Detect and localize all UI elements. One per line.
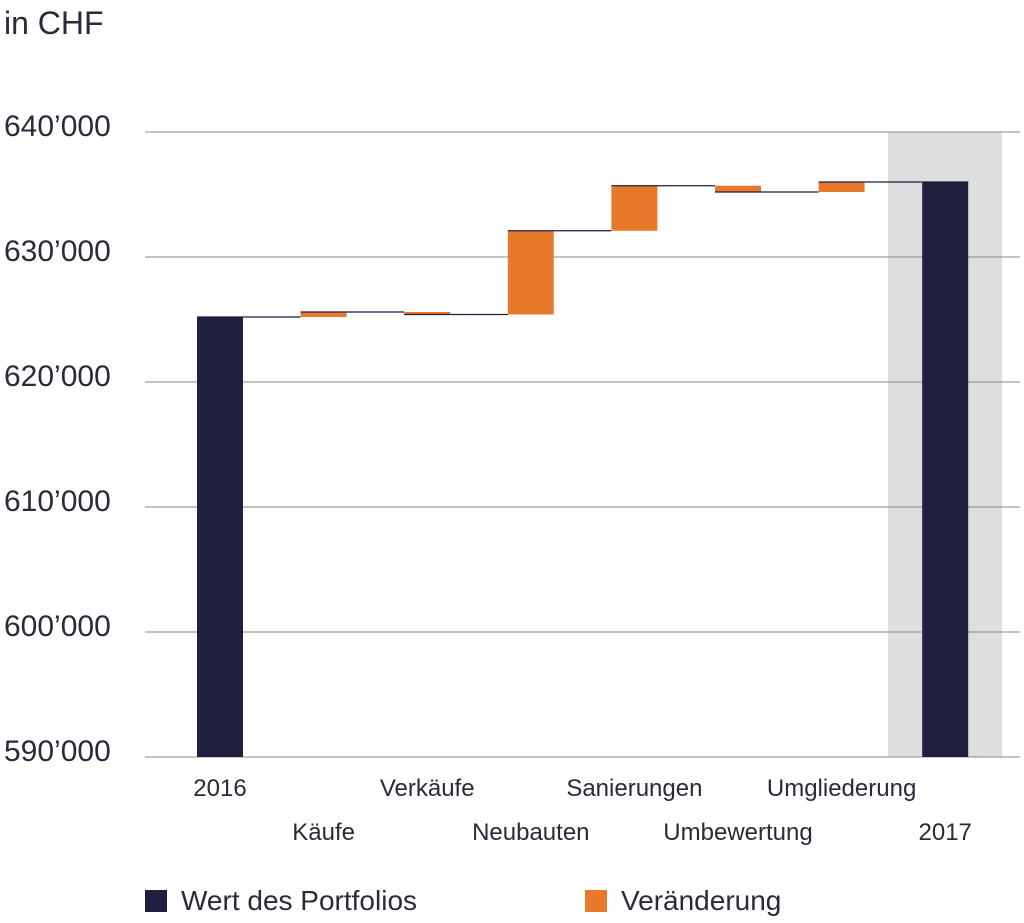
change-bar (611, 185, 658, 231)
change-bar (300, 312, 347, 317)
total-bar (922, 182, 969, 757)
legend-swatch (585, 890, 607, 912)
y-tick-label: 630’000 (4, 235, 111, 268)
change-bar (507, 230, 554, 315)
y-tick-label: 620’000 (4, 360, 111, 393)
change-bar (818, 182, 865, 192)
x-tick-label: Umgliederung (767, 775, 916, 802)
x-tick-label: Umbewertung (663, 819, 812, 846)
x-tick-label: Verkäufe (380, 775, 475, 802)
x-tick-label: 2017 (919, 819, 972, 846)
y-tick-label: 590’000 (4, 735, 111, 768)
legend-label: Veränderung (621, 885, 781, 916)
total-bar (197, 317, 243, 757)
change-bar (404, 312, 451, 315)
x-tick-label: Neubauten (472, 819, 589, 846)
x-tick-label: 2016 (193, 775, 246, 802)
legend-label: Wert des Portfolios (181, 885, 417, 916)
y-tick-label: 640’000 (4, 110, 111, 143)
y-tick-label: 610’000 (4, 485, 111, 518)
chart-title: in CHF (4, 5, 104, 41)
x-tick-label: Käufe (292, 819, 355, 846)
y-tick-label: 600’000 (4, 610, 111, 643)
change-bar (715, 185, 761, 192)
x-tick-label: Sanierungen (566, 775, 702, 802)
legend-swatch (145, 890, 167, 912)
